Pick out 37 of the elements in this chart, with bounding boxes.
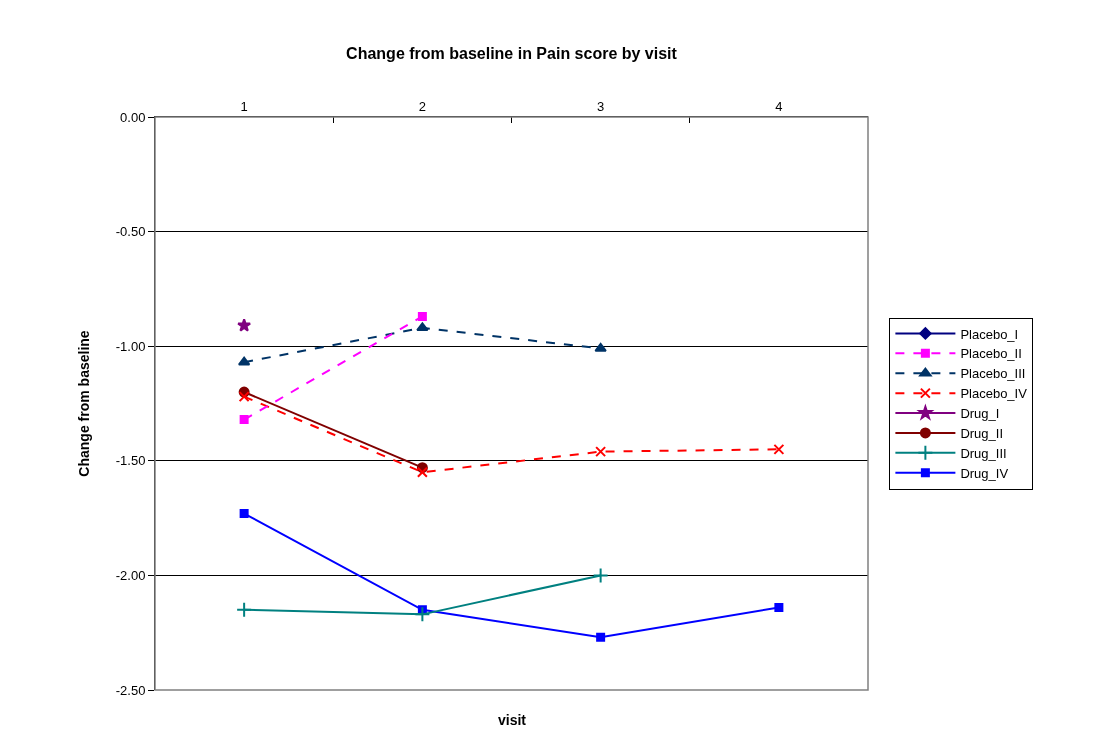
point: [596, 632, 606, 642]
point: [416, 466, 428, 478]
point: [239, 415, 249, 425]
legend-label: Drug_I: [960, 406, 1000, 422]
point: [595, 446, 607, 458]
point: [238, 391, 250, 403]
y-tick-label: -2.50: [115, 682, 146, 698]
y-tick-label: 0.00: [120, 109, 146, 125]
y-tick-label: -2.00: [115, 567, 146, 583]
x-tick-label: 3: [597, 98, 605, 114]
y-tick-label: -1.00: [115, 338, 146, 354]
y-axis-title: Change from baseline: [76, 330, 93, 477]
x-tick-label: 2: [418, 98, 426, 114]
point: [773, 443, 785, 455]
point: [417, 311, 427, 321]
legend-label: Drug_II: [960, 426, 1004, 442]
legend-label: Drug_III: [960, 445, 1007, 461]
x-axis-title: visit: [498, 712, 527, 728]
point: [594, 342, 607, 352]
legend-label: Placebo_I: [960, 326, 1019, 342]
point: [237, 356, 251, 366]
legend-label: Placebo_IV: [960, 386, 1028, 402]
y-tick-label: -1.50: [115, 453, 146, 469]
legend-label: Placebo_III: [960, 366, 1026, 382]
legend-label: Drug_IV: [960, 465, 1009, 481]
legend-label: Placebo_II: [960, 346, 1022, 362]
point: [239, 509, 249, 519]
point: [237, 318, 252, 332]
x-tick-label: 1: [240, 98, 248, 114]
x-tick-label: 4: [775, 98, 783, 114]
point: [592, 567, 609, 584]
y-tick-label: -0.50: [115, 224, 146, 240]
point: [774, 602, 784, 612]
chart-title: Change from baseline in Pain score by visit: [346, 44, 678, 62]
point: [414, 606, 431, 623]
point: [236, 601, 253, 618]
point: [416, 322, 429, 332]
